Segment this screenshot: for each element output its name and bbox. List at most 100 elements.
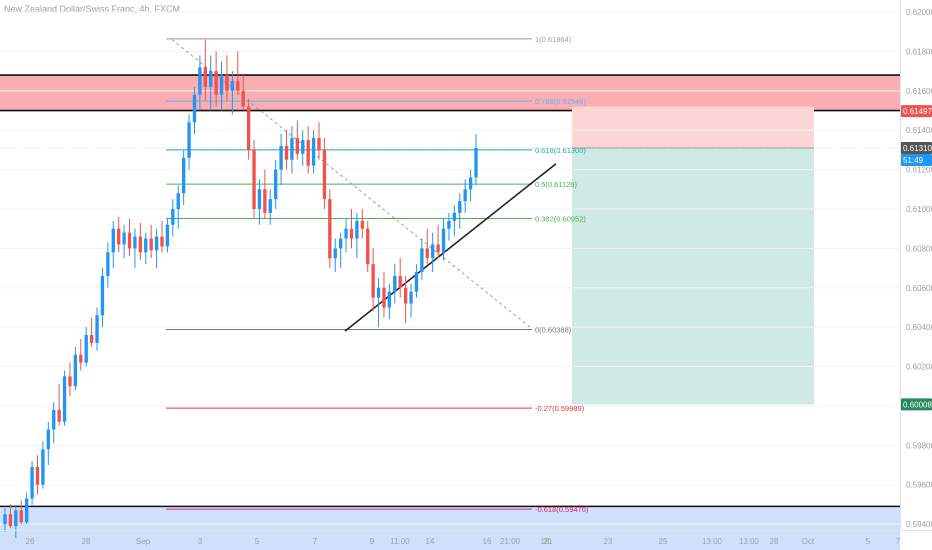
candle-body xyxy=(333,248,337,259)
candle-body xyxy=(403,287,408,304)
candle-body xyxy=(144,238,148,253)
candle-body xyxy=(284,145,289,160)
candle-body xyxy=(133,236,137,249)
candle-body xyxy=(452,212,457,221)
candle-body xyxy=(171,208,175,225)
candle-body xyxy=(355,220,359,239)
candle-body xyxy=(122,232,126,245)
resistance-price-tag-background xyxy=(901,105,932,118)
candle-body xyxy=(209,71,213,87)
candle-body xyxy=(46,429,50,450)
candle-body xyxy=(279,145,283,170)
candle-body xyxy=(79,354,83,363)
fib-level-label: 1(0.61864) xyxy=(535,35,572,44)
candle-body xyxy=(301,140,305,154)
candle-body xyxy=(73,354,78,387)
candle-body xyxy=(436,244,440,253)
candle-body xyxy=(154,236,159,251)
candle-body xyxy=(198,67,202,95)
candle-body xyxy=(127,232,132,249)
bar-countdown-tag: 51:49 xyxy=(903,156,924,165)
candle-body xyxy=(8,514,13,527)
resistance-price-tag: 0.61497 xyxy=(903,107,932,116)
time-tick-label: 5 xyxy=(866,537,871,546)
time-axis[interactable]: 26 28 Sep 3 5 7 9 11:00 14 16 18 21:00 21 23 25 13:00 28… xyxy=(0,530,932,547)
ascending-trendline[interactable] xyxy=(344,163,557,332)
candle-body xyxy=(257,189,262,209)
fib-level-label: 0(0.60388) xyxy=(535,326,572,335)
candle-body xyxy=(468,177,473,190)
candle-body xyxy=(3,514,7,525)
candle-body xyxy=(252,149,256,209)
candle-body xyxy=(398,275,402,288)
time-tick-label: 7 xyxy=(896,537,901,546)
candle-body xyxy=(376,287,381,298)
time-tick-label: 5 xyxy=(255,537,260,546)
time-tick-label: 11:00 xyxy=(390,537,410,546)
candle-body xyxy=(95,315,99,343)
candle-body xyxy=(393,275,397,292)
time-tick-label: 21:00 xyxy=(500,537,521,546)
support-zone xyxy=(0,506,900,550)
candle-body xyxy=(57,409,61,422)
time-tick-label: 26 xyxy=(26,537,35,546)
candle-body xyxy=(387,291,392,308)
price-axis-background xyxy=(900,0,932,550)
current-price-tag: 0.61310 xyxy=(903,144,932,153)
resistance-zone xyxy=(0,75,900,111)
current-price-tag-background xyxy=(901,141,932,154)
time-tick-label: 9 xyxy=(370,537,375,546)
candle-body xyxy=(246,106,251,150)
take-profit-zone[interactable] xyxy=(572,147,814,405)
candle-body xyxy=(447,220,451,229)
time-tick-label: 23 xyxy=(604,537,613,546)
candle-body xyxy=(68,376,72,387)
candle-body xyxy=(425,248,429,259)
candle-body xyxy=(19,510,23,523)
candle-body xyxy=(290,138,294,160)
time-tick-label: 28 xyxy=(82,537,91,546)
candle-body xyxy=(192,94,197,123)
candle-body xyxy=(106,252,110,276)
candle-body xyxy=(62,376,67,422)
candle-body xyxy=(89,335,94,343)
candle-body xyxy=(268,199,272,213)
time-tick-label: 25 xyxy=(659,537,668,546)
candle-body xyxy=(84,335,88,363)
candle-body xyxy=(41,449,45,485)
candle-body xyxy=(187,122,191,158)
candle-body xyxy=(441,228,446,253)
candle-body xyxy=(176,193,180,209)
diagonal-dashed-line[interactable] xyxy=(171,39,531,328)
candle-body xyxy=(344,228,348,239)
candle-body xyxy=(219,75,224,95)
candle-body xyxy=(458,201,462,213)
stop-loss-zone[interactable] xyxy=(572,106,814,148)
fib-level-label: -0.27(0.59989) xyxy=(535,404,585,413)
price-tick-label: 0.59400 xyxy=(906,520,932,529)
time-tick-label: 14 xyxy=(426,537,435,546)
candle-body xyxy=(111,228,115,253)
candle-body xyxy=(52,409,56,430)
time-tick-label: Sep xyxy=(136,537,151,546)
drawing-lines[interactable] xyxy=(0,39,900,332)
candle-body xyxy=(338,238,343,249)
candle-body xyxy=(328,199,332,259)
time-tick-label: 7 xyxy=(313,537,318,546)
candle-body xyxy=(420,248,424,273)
candle-body xyxy=(463,189,467,202)
candle-body xyxy=(414,272,419,292)
candle-body xyxy=(382,287,386,308)
